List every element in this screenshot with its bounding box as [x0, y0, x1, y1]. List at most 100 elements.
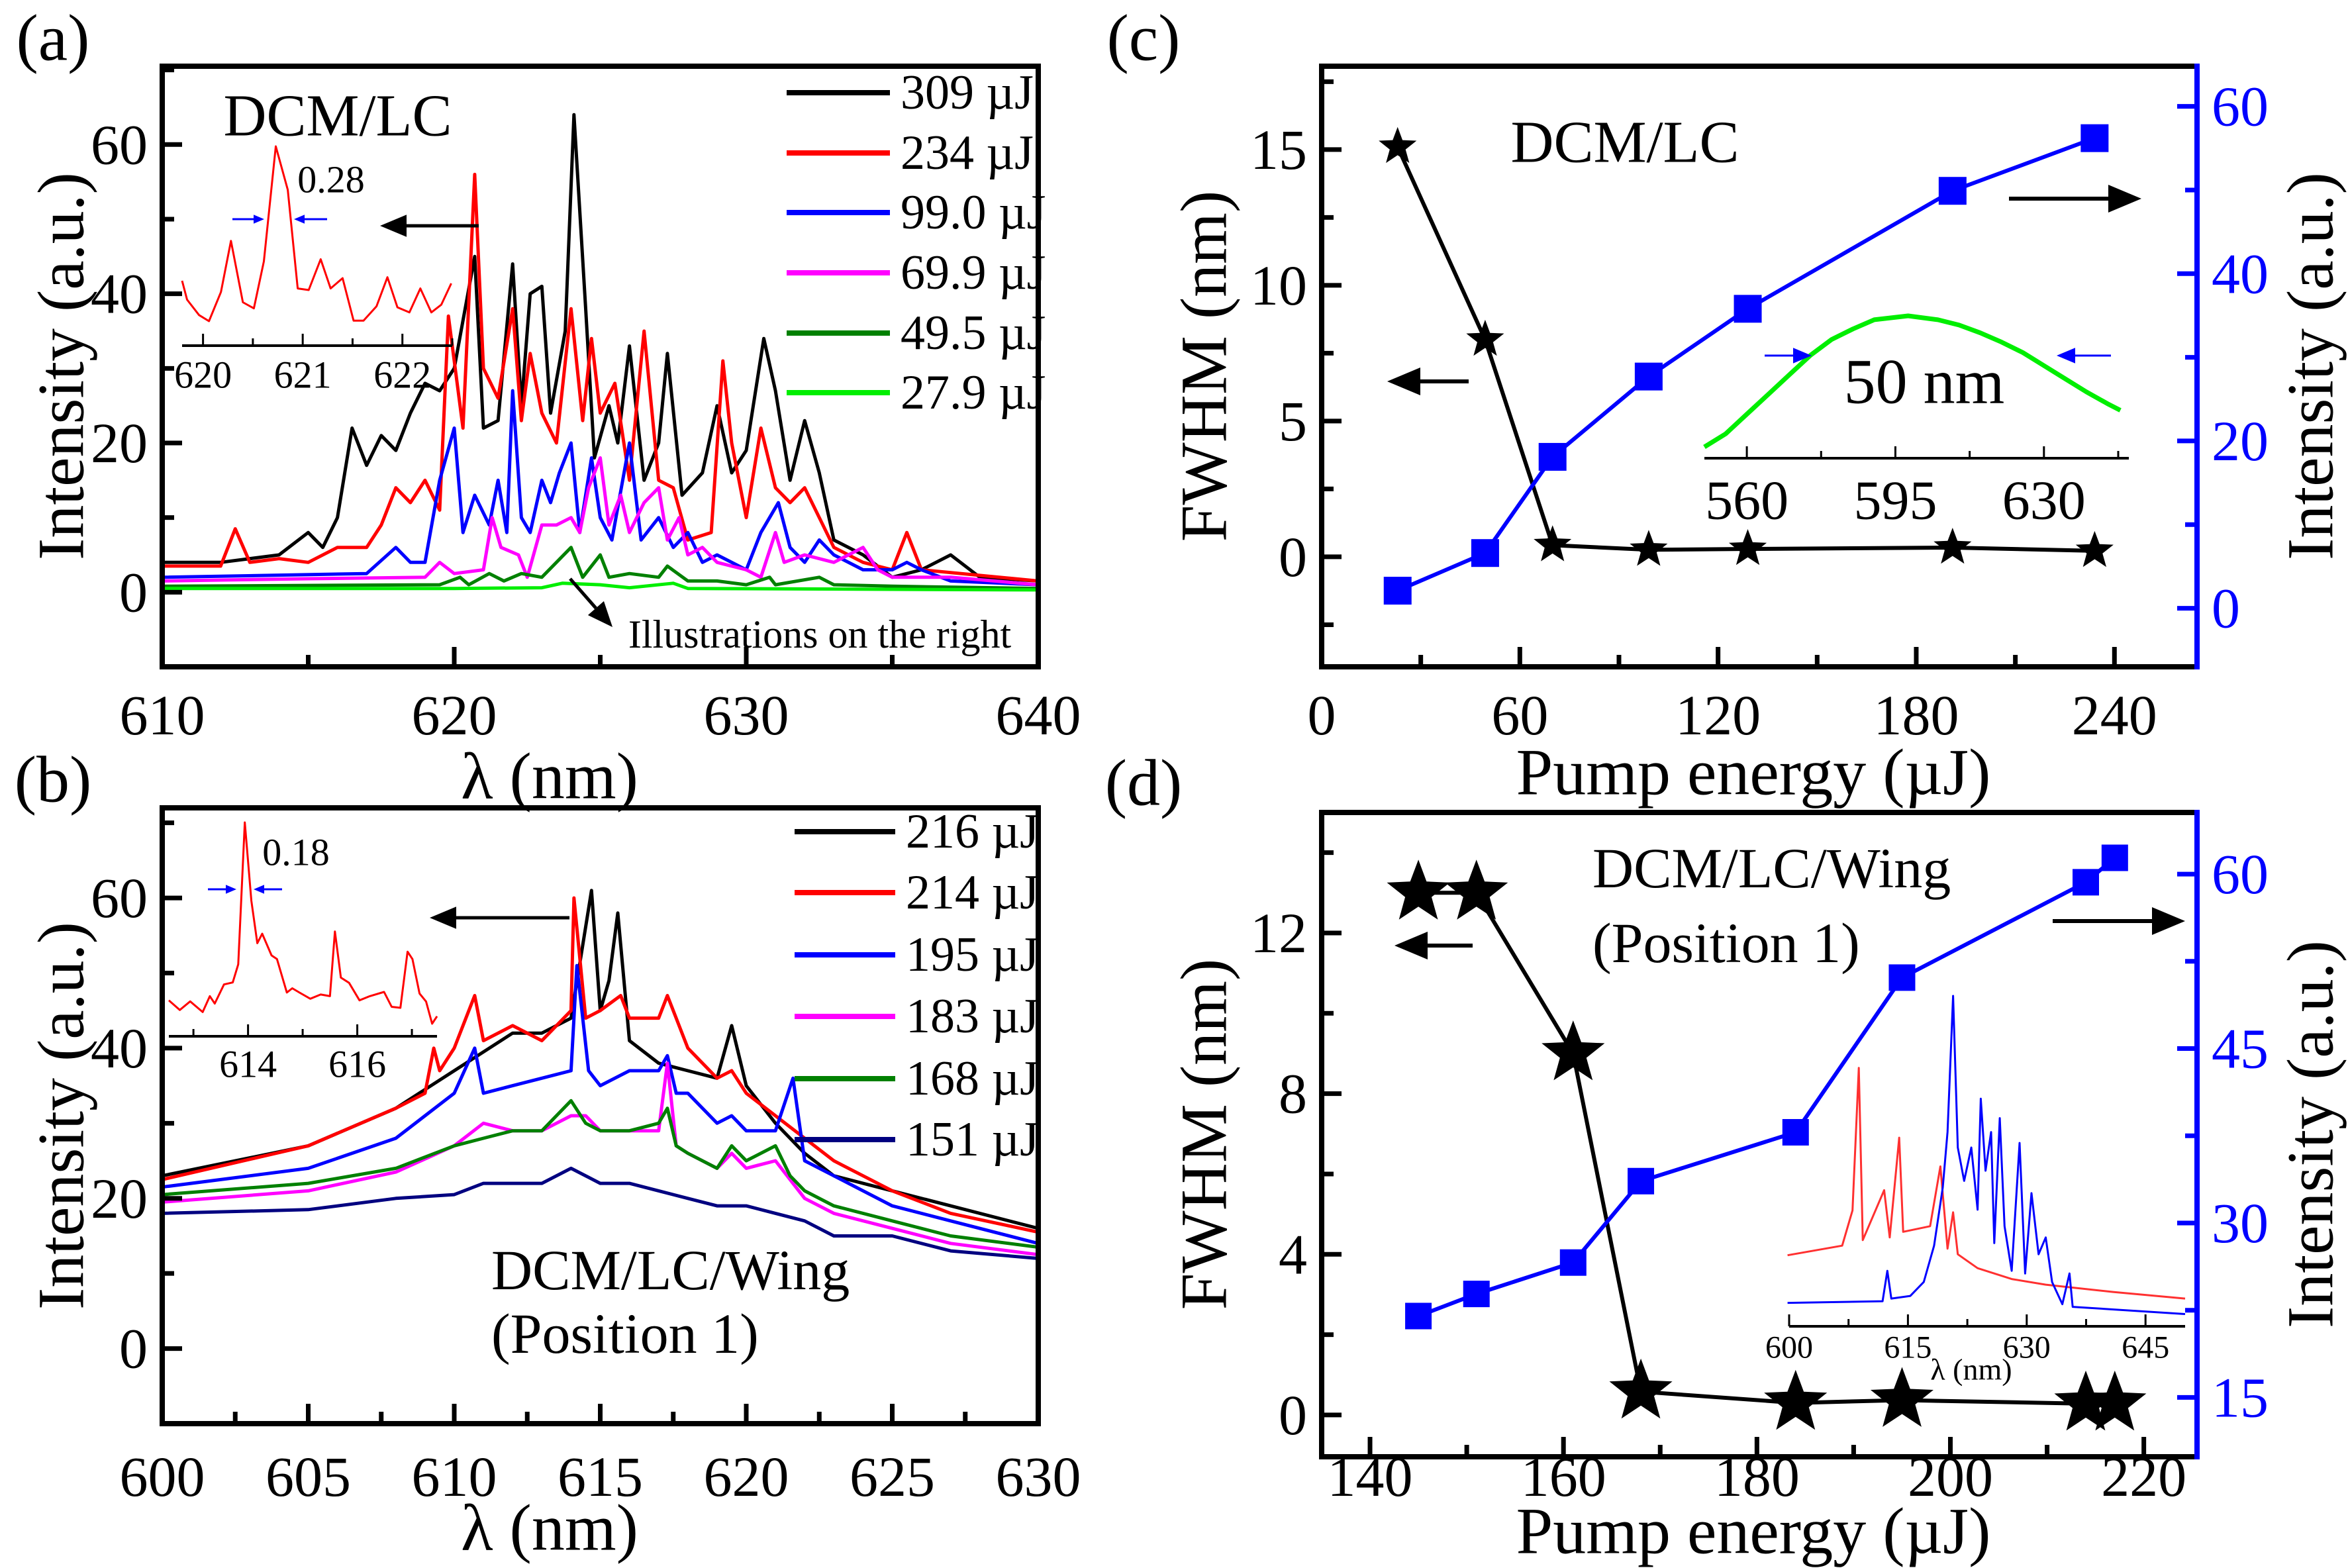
x-tick-label: 620	[412, 683, 497, 747]
star-marker	[1933, 528, 1972, 564]
y-tick-label: 4	[1279, 1222, 1307, 1286]
inset-tick-label: 595	[1853, 470, 1937, 532]
star-marker	[1387, 859, 1450, 920]
inset-spectrum-0	[1703, 313, 2122, 449]
inset-tick-label: 622	[373, 354, 431, 397]
legend-entry: 309 µJ	[901, 66, 1034, 120]
plot-area	[1418, 856, 2116, 1406]
arrow-head	[1394, 932, 1428, 959]
square-marker	[1782, 1118, 1809, 1146]
x-tick-label: 120	[1675, 683, 1761, 747]
x-axis-title: λ (nm)	[461, 740, 638, 813]
x-tick-label: 630	[996, 1445, 1081, 1508]
inset-pointer-arrow	[380, 215, 479, 237]
right-y-axis-title: Intensity (a.u.)	[2274, 172, 2347, 560]
x-tick-label: 0	[1308, 683, 1336, 747]
x-tick-label: 60	[1491, 683, 1548, 747]
star-marker	[1630, 530, 1668, 566]
star-marker	[1729, 529, 1767, 565]
y-tick-label: 5	[1279, 389, 1307, 453]
x-axis-title: λ (nm)	[461, 1491, 638, 1565]
legend-entry: 99.0 µJ	[901, 185, 1046, 240]
inset-tick-label: 645	[2122, 1330, 2169, 1365]
series-line-2	[162, 389, 1038, 587]
arrow-head	[294, 215, 305, 224]
inset-pointer-arrow	[430, 906, 569, 929]
inset-spectrum-0	[181, 145, 452, 322]
note-text: Illustrations on the right	[628, 612, 1012, 656]
x-tick-label: 640	[996, 683, 1081, 747]
inset-tick-label: 615	[1884, 1330, 1932, 1365]
y-tick-label: 0	[1279, 525, 1307, 589]
square-marker	[1628, 1167, 1655, 1195]
square-marker	[1938, 177, 1967, 205]
arrow-head	[380, 215, 407, 237]
star-marker	[1764, 1369, 1828, 1430]
arrow-head	[1387, 368, 1420, 395]
inset-tick-label: 621	[274, 354, 332, 397]
legend-entry: 27.9 µJ	[901, 366, 1046, 420]
square-marker	[2101, 844, 2128, 871]
inset-x-axis-title: λ (nm)	[1930, 1353, 2012, 1387]
x-tick-label: 615	[558, 1445, 643, 1508]
right-y-axis-title: Intensity (a.u.)	[2274, 940, 2347, 1328]
arrow-head	[2057, 348, 2075, 364]
inset: 620 621 622 0.28	[174, 145, 479, 397]
arrow-head	[587, 601, 612, 627]
square-marker	[2080, 124, 2109, 152]
series-line-4	[162, 546, 1038, 591]
y-tick-label: 0	[119, 560, 148, 624]
x-tick-label: 610	[120, 683, 205, 747]
inset: 614 616 0.18	[168, 821, 569, 1086]
y-tick-label: 15	[1250, 118, 1307, 181]
fwhm-arrow-right	[254, 885, 282, 894]
y-axis-title: FWHM (nm)	[1167, 191, 1241, 542]
square-marker	[2073, 869, 2100, 896]
fwhm-arrow-left	[1765, 348, 1812, 364]
inset-tick-label: 614	[219, 1043, 277, 1086]
x-tick-label: 610	[412, 1445, 497, 1508]
legend-entry: 214 µJ	[906, 865, 1039, 920]
right-y-tick-label: 30	[2212, 1191, 2269, 1255]
arrow-head	[226, 885, 236, 894]
y-tick-label: 60	[91, 113, 148, 176]
arrow-head	[1793, 348, 1812, 364]
x-tick-label: 180	[1873, 683, 1959, 747]
x-axis-title: Pump energy (µJ)	[1516, 1494, 1991, 1568]
x-tick-label: 605	[266, 1445, 351, 1508]
y-tick-label: 40	[91, 262, 148, 326]
inset-tick-label: 630	[2003, 1330, 2051, 1365]
series-line-5	[162, 1166, 1038, 1260]
inset-tick-label: 630	[2002, 470, 2086, 532]
sample-annotation: DCM/LC	[1510, 110, 1739, 175]
square-marker	[1405, 1302, 1432, 1330]
fwhm-label: 0.18	[262, 831, 330, 874]
fwhm-arrow-left	[208, 885, 236, 894]
square-marker	[1734, 295, 1762, 323]
sample-annotation: DCM/LC/Wing	[1592, 836, 1951, 900]
x-tick-label: 240	[2072, 683, 2157, 747]
inset-spectrum-0	[168, 821, 438, 1025]
right-y-tick-label: 20	[2212, 409, 2269, 473]
legend-entry: 69.9 µJ	[901, 246, 1046, 300]
left-axis-arrow	[1394, 932, 1473, 959]
right-y-tick-label: 45	[2212, 1017, 2269, 1081]
plot-area	[162, 113, 1038, 592]
x-axis-title: Pump energy (µJ)	[1516, 736, 1991, 809]
x-tick-label: 630	[704, 683, 789, 747]
x-tick-label: 620	[704, 1445, 789, 1508]
arrow-head	[2152, 907, 2185, 935]
fwhm-arrow-left	[232, 215, 264, 224]
square-marker	[1463, 1281, 1490, 1308]
sample-annotation: (Position 1)	[491, 1302, 759, 1365]
series-line-5	[162, 581, 1038, 592]
y-axis-title: Intensity (a.u.)	[24, 922, 98, 1310]
plot-area	[162, 889, 1038, 1260]
right-y-tick-label: 0	[2212, 577, 2240, 640]
inset-spectrum-0	[1787, 1067, 2186, 1300]
star-marker	[2054, 1370, 2118, 1431]
arrow-head	[2108, 185, 2141, 213]
